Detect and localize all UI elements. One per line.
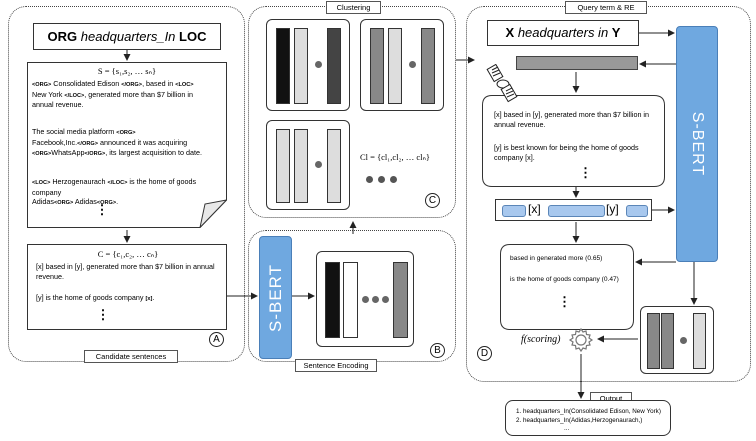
query-y: Y [611,25,621,40]
query-sentence-2: [y] is best known for being the home of … [494,143,639,162]
set-s: S = {s₁,s₂, … sₙ} [97,66,157,76]
output-box: 1. headquarters_In(Consolidated Edison, … [505,400,671,436]
candidates-box: C = {c₁,c₂, … cₙ} [x] based in [y], gene… [27,244,227,330]
ellipsis-vertical: ⋮ [96,307,110,322]
ellipsis-vertical: ⋮ [579,165,592,180]
candidate-sentences-label: Candidate sentences [84,350,178,363]
ellipsis-vertical: ⋮ [558,294,571,309]
sentences-document: S = {s₁,s₂, … sₙ} <ORG> Consolidated Edi… [27,62,227,228]
output-line-2: 2. headquarters_In(Adidas,Herzogenaurach… [516,417,643,424]
more-clusters-dot [366,176,373,183]
pattern-relation: headquarters_In [80,29,176,44]
cluster-3 [266,120,350,210]
example-sentence-3: <LOC> Herzogenaurach </LOC> is the home … [32,177,197,207]
masked-sentence-bar: [x] [y] [495,199,652,221]
candidate-1: [x] based in [y], generated more than $7… [36,262,215,281]
cluster-2 [360,19,444,111]
query-sentence-1: [x] based in [y], generated more than $7… [494,110,650,129]
scored-relations-box: based in generated more (0.65) is the ho… [500,244,634,330]
clustering-label: Clustering [326,1,381,14]
ellipsis-vertical: ⋮ [95,202,109,217]
sbert-encoder: S-BERT [259,236,292,359]
database-icon [484,63,522,108]
set-c: C = {c₁,c₂, … cₙ} [97,249,159,259]
output-line-1: 1. headquarters_In(Consolidated Edison, … [516,408,661,415]
candidate-2: [y] is the home of goods company [x]. [36,293,155,302]
relation-embeddings [640,306,714,374]
sentence-encoding-label: Sentence Encoding [295,359,377,372]
pattern-box: ORG headquarters_In LOC [33,23,221,50]
gear-icon [567,326,595,354]
example-sentence-1: <ORG> Consolidated Edison </ORG>, based … [32,79,194,110]
scoring-function-label: f(scoring) [521,334,561,345]
sbert-query-encoder: S-BERT [676,26,718,262]
example-sentence-2: The social media platform <ORG> Facebook,… [32,127,202,158]
more-clusters-dot [390,176,397,183]
label-a: A [209,332,224,347]
query-box: X headquarters in Y [487,20,639,46]
score-2: is the home of goods company (0.47) [510,276,619,283]
token-x: [x] [528,202,541,216]
pattern-org: ORG [47,29,78,44]
cluster-1 [266,19,350,111]
score-1: based in generated more (0.65) [510,255,603,262]
query-sentences-box: [x] based in [y], generated more than $7… [482,95,665,187]
token-y: [y] [606,202,619,216]
label-b: B [430,343,445,358]
label-d: D [477,346,492,361]
query-embedding-bar [516,56,638,70]
set-cl: Cl = {cl₁,cl₂, … clₙ} [360,152,430,162]
more-clusters-dot [378,176,385,183]
sentence-embeddings [316,251,414,347]
pattern-loc: LOC [179,29,207,44]
output-more: ... [564,425,570,432]
document-outline [27,62,227,228]
query-re-label: Query term & RE [565,1,647,14]
query-relation: headquarters in [517,25,609,40]
label-c: C [425,193,440,208]
query-x: X [505,25,515,40]
